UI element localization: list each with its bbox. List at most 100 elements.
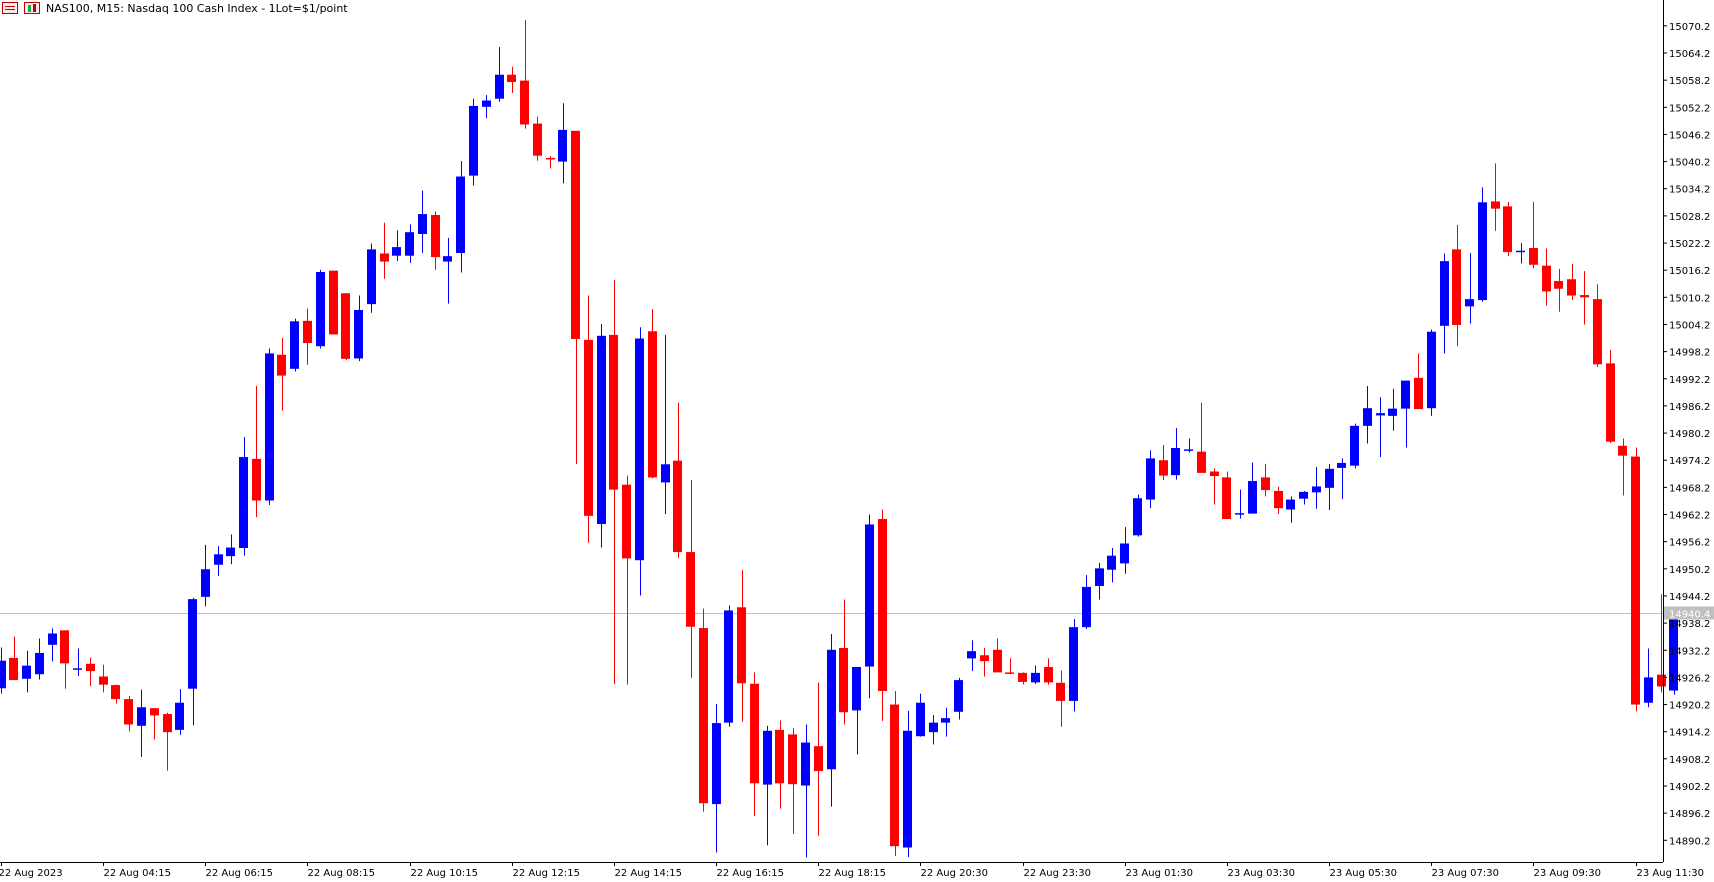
candle-body <box>1593 299 1602 365</box>
candle <box>546 156 555 169</box>
price-tick-label: 15004.2 <box>1669 320 1710 331</box>
chart-header: NAS100, M15: Nasdaq 100 Cash Index - 1Lo… <box>0 0 348 16</box>
candle-body <box>1580 295 1589 298</box>
candle-body <box>265 353 274 501</box>
time-tick-label: 22 Aug 12:15 <box>513 868 580 878</box>
candle-body <box>1669 613 1678 691</box>
price-tick-label: 14968.2 <box>1669 483 1710 494</box>
candle <box>635 327 644 596</box>
time-tick-label: 22 Aug 10:15 <box>411 868 478 878</box>
candle <box>1401 380 1410 448</box>
candle-body <box>431 214 440 258</box>
candle-body <box>814 746 823 772</box>
candle-body <box>890 704 899 847</box>
candle-body <box>1363 408 1372 426</box>
candle <box>1388 388 1397 431</box>
candle-body <box>1503 206 1512 253</box>
candle <box>1503 201 1512 257</box>
candle <box>878 509 887 721</box>
candle-body <box>482 100 491 107</box>
list-icon[interactable] <box>2 2 18 14</box>
candle <box>1644 648 1653 708</box>
candle <box>1184 438 1193 453</box>
candle-body <box>1516 250 1525 253</box>
candle <box>1491 163 1500 231</box>
candle <box>316 269 325 349</box>
candle-body <box>469 105 478 176</box>
time-tick-label: 23 Aug 03:30 <box>1228 868 1295 878</box>
candle <box>801 724 810 858</box>
candle-body <box>865 524 874 667</box>
candle <box>137 689 146 758</box>
candle <box>1248 462 1257 514</box>
candle <box>188 597 197 726</box>
candle <box>1567 263 1576 301</box>
candle <box>469 98 478 186</box>
candle-body <box>1401 380 1410 409</box>
current-price-label-bg <box>1664 606 1714 620</box>
candle <box>1478 187 1487 302</box>
candle <box>1222 471 1231 520</box>
candle <box>1018 672 1027 685</box>
candle <box>290 318 299 372</box>
candle-body <box>1491 201 1500 209</box>
candle <box>865 514 874 699</box>
candle-body <box>1261 477 1270 491</box>
candle-body <box>1529 248 1538 265</box>
candle-body <box>392 247 401 256</box>
candle-body <box>60 630 69 664</box>
candle <box>1107 547 1116 583</box>
candle-body <box>686 552 695 627</box>
candle <box>661 334 670 515</box>
candle <box>1363 386 1372 444</box>
candle-body <box>609 334 618 490</box>
candle <box>1669 610 1678 695</box>
candle <box>431 211 440 270</box>
candle-body <box>1210 471 1219 477</box>
candle <box>1069 619 1078 712</box>
candle-body <box>1056 682 1065 701</box>
candle-body <box>73 668 82 670</box>
candle-body <box>1274 490 1283 509</box>
candle-body <box>967 651 976 659</box>
price-tick-label: 14938.2 <box>1669 619 1710 630</box>
candle-body <box>48 633 57 645</box>
candle <box>750 672 759 816</box>
candle-body <box>9 657 18 681</box>
candle <box>1261 463 1270 497</box>
candle-body <box>1005 672 1014 674</box>
price-tick-label: 14986.2 <box>1669 402 1710 413</box>
candle <box>35 638 44 680</box>
candle <box>405 224 414 263</box>
candle <box>150 708 159 740</box>
candle-body <box>1146 458 1155 500</box>
candle-body <box>1197 451 1206 473</box>
price-tick-label: 15064.2 <box>1669 49 1710 60</box>
candle-body <box>1618 445 1627 456</box>
candle-body <box>380 253 389 262</box>
candle <box>175 689 184 735</box>
candle <box>1542 248 1551 306</box>
candle-body <box>495 74 504 99</box>
price-tick-label: 15058.2 <box>1669 76 1710 87</box>
candle <box>1554 268 1563 312</box>
candle-body <box>150 708 159 716</box>
candle <box>916 693 925 737</box>
candlestick-chart-icon[interactable] <box>24 2 40 14</box>
candle-body <box>303 320 312 344</box>
candle-body <box>329 270 338 335</box>
candle <box>341 293 350 361</box>
candle <box>111 684 120 704</box>
price-tick-label: 15040.2 <box>1669 158 1710 169</box>
candle <box>1337 458 1346 500</box>
candle-body <box>201 569 210 597</box>
candle <box>788 728 797 834</box>
candle-body <box>443 256 452 262</box>
candle-body <box>86 663 95 672</box>
candle <box>418 190 427 253</box>
candle-body <box>456 176 465 253</box>
candle-body <box>341 293 350 359</box>
